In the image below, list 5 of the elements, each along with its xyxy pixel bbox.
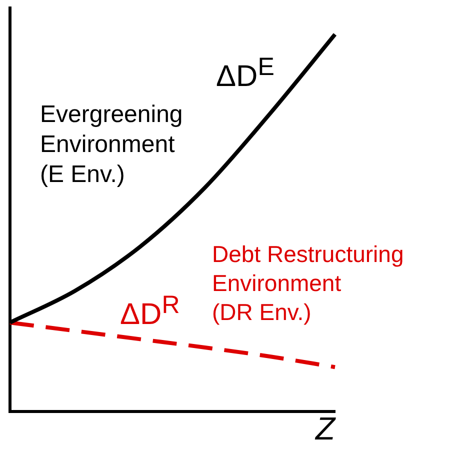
annotation: Debt Restructuring Environment (DR Env.) xyxy=(212,240,404,326)
x-axis-title: Z xyxy=(314,410,336,447)
annotation: Evergreening Environment (E Env.) xyxy=(40,100,183,190)
series-label: ΔD$^{R}$ xyxy=(120,290,180,333)
series-label: ΔD$^{E}$ xyxy=(216,52,274,95)
